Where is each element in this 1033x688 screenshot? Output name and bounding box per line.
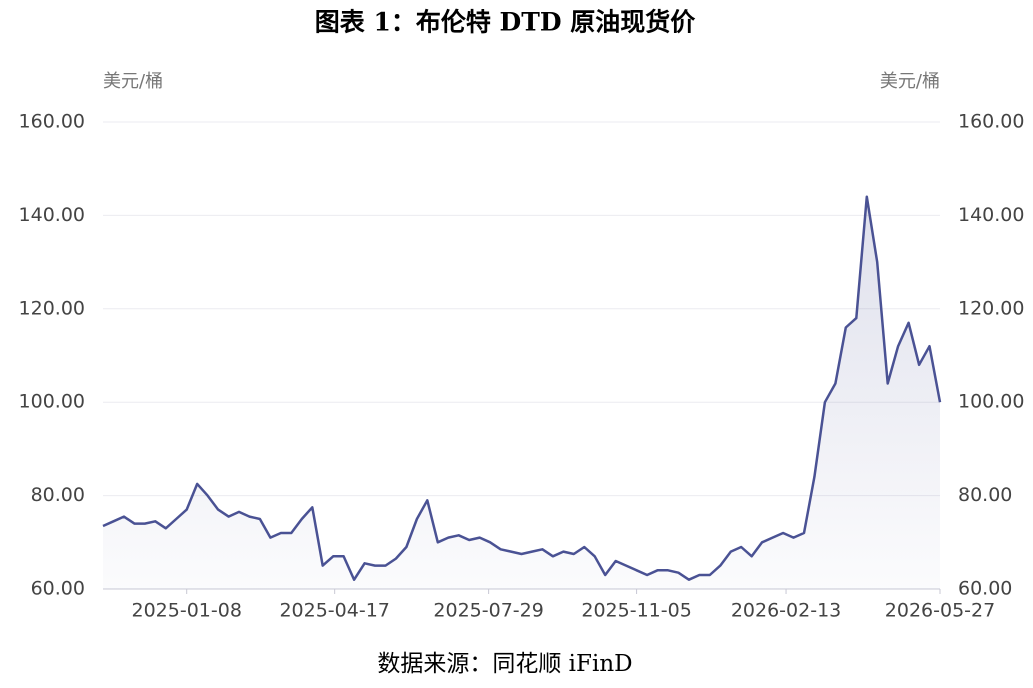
y-tick-label: 60.00 (31, 578, 85, 600)
y-tick-label: 100.00 (19, 391, 85, 413)
y-tick-label: 160.00 (19, 111, 85, 133)
area (103, 196, 940, 589)
x-tick-label: 2026-02-13 (731, 600, 841, 622)
y2-axis-label: 美元/桶 (880, 71, 940, 92)
y2-tick-label: 60.00 (958, 578, 1012, 600)
y-axis-label: 美元/桶 (103, 71, 163, 92)
source-note: 数据来源：同花顺 iFinD (377, 651, 632, 677)
y-tick-label: 140.00 (19, 204, 85, 226)
x-tick-label: 2026-05-27 (885, 600, 995, 622)
y2-tick-label: 160.00 (958, 111, 1024, 133)
y2-tick-label: 80.00 (958, 484, 1012, 506)
y2-tick-label: 120.00 (958, 297, 1024, 319)
chart-title: 图表 1：布伦特 DTD 原油现货价 (315, 8, 696, 37)
y2-tick-label: 100.00 (958, 391, 1024, 413)
x-tick-label: 2025-07-29 (433, 600, 543, 622)
x-tick-label: 2025-04-17 (279, 600, 389, 622)
line (102, 195, 942, 581)
x-tick-label: 2025-11-05 (581, 600, 691, 622)
y2-tick-label: 140.00 (958, 204, 1024, 226)
x-tick-label: 2025-01-08 (131, 600, 241, 622)
y-tick-label: 80.00 (31, 484, 85, 506)
y-tick-label: 120.00 (19, 297, 85, 319)
